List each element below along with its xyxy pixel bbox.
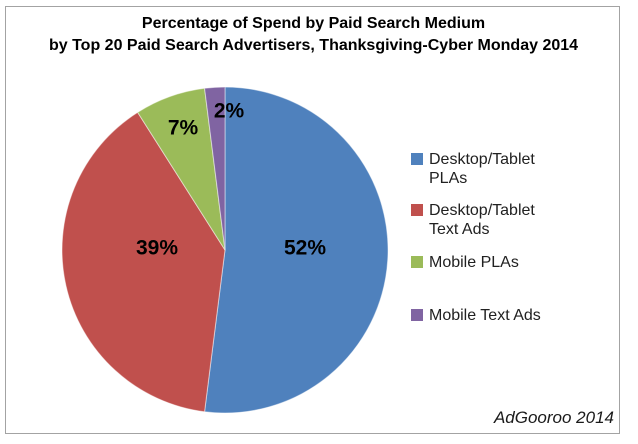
- chart-title: Percentage of Spend by Paid Search Mediu…: [5, 13, 622, 57]
- pie-slice-1: [61, 111, 226, 413]
- slice-value-label-2: 7%: [168, 117, 199, 140]
- legend-item-label: Mobile Text Ads: [429, 307, 541, 324]
- legend-swatch-icon: [411, 153, 423, 165]
- pie-slice-3: [204, 86, 226, 251]
- legend-item-3: Mobile Text Ads: [411, 306, 557, 325]
- legend-item-2: Mobile PLAs: [411, 253, 557, 272]
- legend-item-label: Desktop/Tablet Text Ads: [429, 202, 535, 238]
- legend-item-0: Desktop/Tablet PLAs: [411, 150, 557, 188]
- legend-swatch-icon: [411, 204, 423, 216]
- chart-title-line2: by Top 20 Paid Search Advertisers, Thank…: [48, 37, 579, 54]
- legend-item-label: Mobile PLAs: [429, 254, 519, 271]
- legend-item-label: Desktop/Tablet PLAs: [429, 151, 535, 187]
- legend-swatch-icon: [411, 309, 423, 321]
- pie-slice-0: [204, 86, 389, 414]
- slice-value-label-3: 2%: [214, 100, 245, 123]
- slice-value-label-0: 52%: [284, 237, 326, 260]
- chart-title-line1: Percentage of Spend by Paid Search Mediu…: [141, 15, 486, 32]
- legend-swatch-icon: [411, 256, 423, 268]
- slice-value-label-1: 39%: [136, 237, 178, 260]
- watermark-text: AdGooroo 2014: [493, 408, 614, 427]
- legend-item-1: Desktop/Tablet Text Ads: [411, 201, 557, 239]
